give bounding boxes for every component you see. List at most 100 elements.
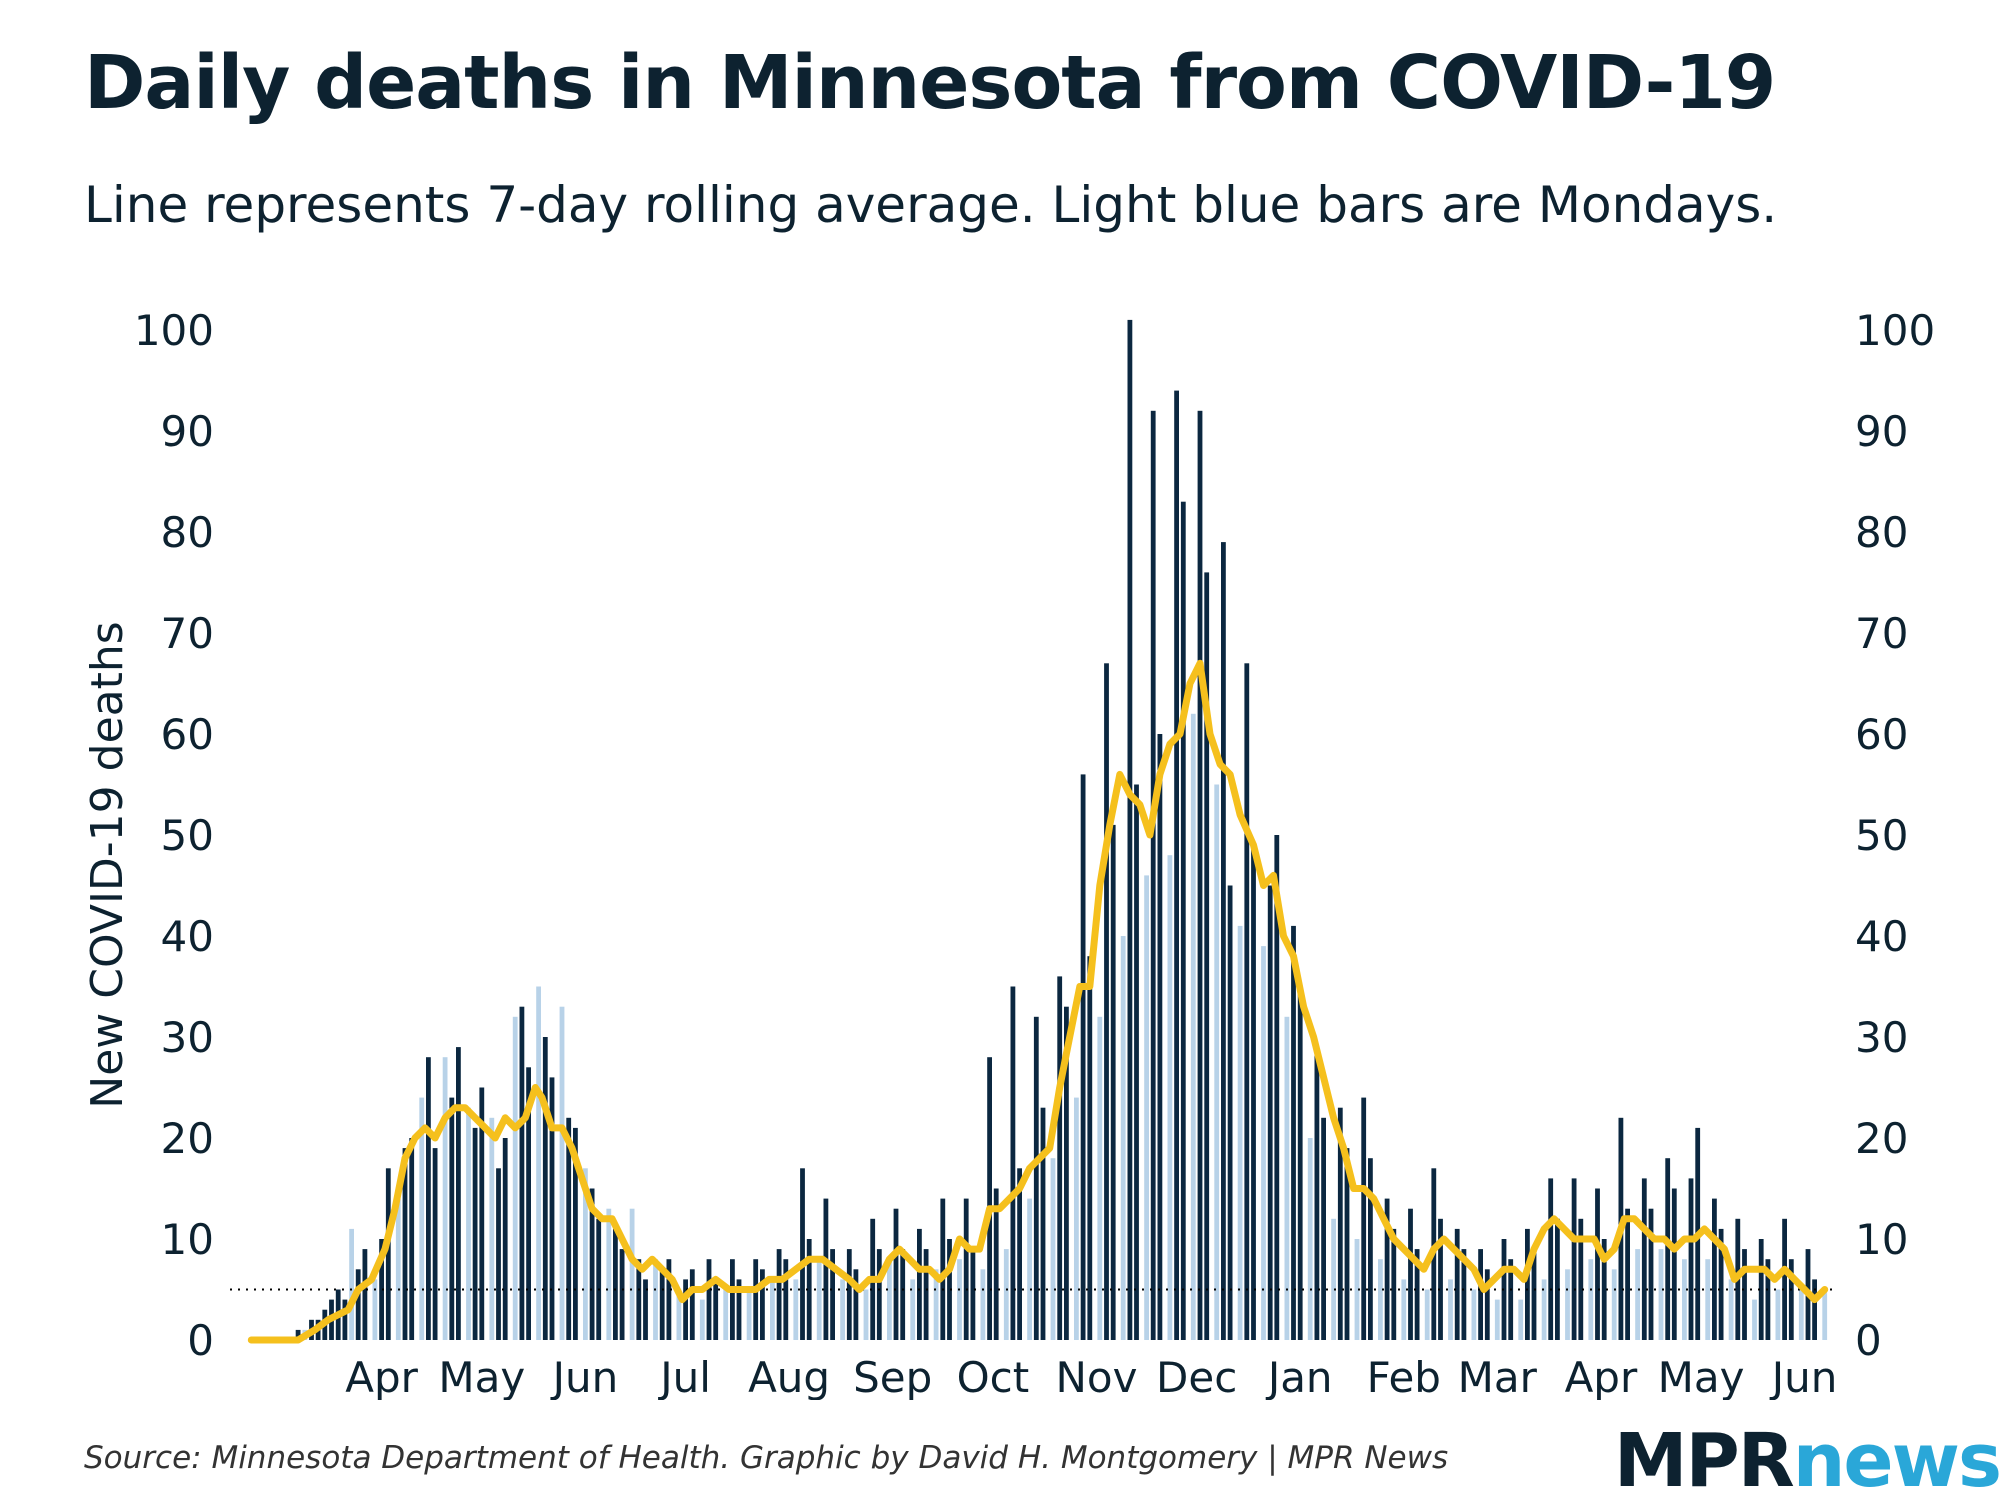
bar-94	[1017, 1168, 1022, 1340]
bar-73	[853, 1269, 859, 1340]
y-tick-left-30: 30	[161, 1013, 214, 1062]
bar-76	[876, 1249, 882, 1340]
bar-165	[1571, 1178, 1577, 1340]
bar-197	[1822, 1289, 1828, 1340]
bar-95	[1027, 1198, 1032, 1340]
bar-121	[1227, 885, 1233, 1340]
bar-58	[736, 1279, 742, 1340]
y-tick-right-10: 10	[1855, 1215, 1908, 1264]
chart-title: Daily deaths in Minnesota from COVID-19	[84, 40, 1776, 126]
bar-60	[753, 1259, 759, 1340]
bar-48	[659, 1269, 665, 1340]
y-tick-left-90: 90	[161, 407, 214, 456]
bar-26	[489, 1117, 495, 1340]
bar-54	[706, 1259, 712, 1340]
bar-133	[1321, 1117, 1326, 1340]
bar-34	[549, 1077, 555, 1340]
bar-159	[1525, 1228, 1530, 1340]
bar-22	[456, 1047, 461, 1340]
bar-71	[840, 1279, 845, 1340]
y-tick-right-70: 70	[1855, 609, 1908, 658]
bar-100	[1064, 1006, 1069, 1340]
y-tick-right-20: 20	[1855, 1114, 1908, 1163]
bar-56	[723, 1289, 729, 1340]
bar-135	[1337, 1107, 1343, 1340]
bar-192	[1782, 1218, 1787, 1340]
bar-80	[910, 1279, 916, 1340]
bar-108	[1127, 319, 1133, 1340]
bar-46	[643, 1279, 648, 1340]
bar-43	[619, 1249, 625, 1340]
bar-67	[806, 1239, 812, 1340]
bar-180	[1688, 1178, 1694, 1340]
bar-83	[933, 1269, 939, 1340]
y-axis-left: 0 10 20 30 40 50 60 70 80 90 100	[134, 306, 214, 1365]
bar-148	[1438, 1218, 1443, 1340]
bar-53	[699, 1299, 705, 1340]
bar-19	[432, 1148, 438, 1340]
bar-174	[1641, 1178, 1647, 1340]
bar-190	[1765, 1259, 1771, 1340]
y-tick-left-20: 20	[161, 1114, 214, 1163]
bar-90	[987, 1057, 992, 1340]
bar-91	[993, 1188, 999, 1340]
bar-24	[472, 1127, 478, 1340]
bar-12	[379, 1239, 384, 1340]
x-tick-6: Oct	[957, 1353, 1030, 1400]
x-axis: Apr May Jun Jul Aug Sep Oct Nov Dec Jan Feb Mar Apr M…	[345, 1353, 1837, 1400]
bar-9	[355, 1269, 361, 1340]
y-tick-left-10: 10	[161, 1215, 214, 1264]
bar-118	[1204, 572, 1210, 1340]
bar-154	[1484, 1269, 1490, 1340]
bar-120	[1221, 542, 1226, 1340]
bar-139	[1368, 1158, 1373, 1340]
bar-25	[479, 1087, 485, 1340]
bar-52	[689, 1269, 695, 1340]
y-tick-right-40: 40	[1855, 912, 1908, 961]
chart-subtitle: Line represents 7-day rolling average. L…	[84, 176, 1778, 234]
bar-41	[606, 1208, 612, 1340]
y-axis-label: New COVID-19 deaths	[82, 621, 133, 1108]
rolling-average-line	[247, 659, 1829, 1344]
source-note: Source: Minnesota Department of Health. …	[84, 1440, 1449, 1476]
x-tick-7: Nov	[1056, 1353, 1138, 1400]
bar-96	[1033, 1016, 1039, 1340]
x-tick-12: Apr	[1565, 1353, 1638, 1400]
bar-42	[613, 1228, 618, 1340]
bar-50	[676, 1289, 682, 1340]
bar-113	[1167, 855, 1173, 1340]
bar-143	[1401, 1279, 1407, 1340]
bar-123	[1244, 663, 1250, 1340]
bar-176	[1658, 1249, 1664, 1340]
bar-167	[1588, 1259, 1594, 1340]
bar-89	[980, 1269, 986, 1340]
bar-169	[1601, 1239, 1607, 1340]
bar-129	[1291, 925, 1296, 1340]
bar-93	[1010, 986, 1016, 1340]
bars-group	[295, 319, 1828, 1341]
bar-152	[1471, 1289, 1477, 1340]
bar-124	[1251, 845, 1256, 1340]
bar-138	[1361, 1097, 1367, 1340]
bar-10	[362, 1249, 368, 1340]
bar-15	[402, 1148, 408, 1340]
bar-175	[1648, 1208, 1654, 1340]
bar-8	[349, 1228, 354, 1340]
bar-74	[863, 1289, 869, 1340]
bar-131	[1307, 1138, 1313, 1340]
bar-65	[793, 1279, 799, 1340]
y-tick-left-60: 60	[161, 710, 214, 759]
bar-125	[1261, 946, 1266, 1340]
bar-111	[1150, 410, 1156, 1340]
bar-187	[1742, 1249, 1747, 1340]
bar-68	[816, 1259, 822, 1340]
bar-132	[1314, 1047, 1320, 1340]
x-tick-11: Mar	[1458, 1353, 1538, 1400]
bar-179	[1682, 1259, 1687, 1340]
bar-194	[1798, 1289, 1804, 1340]
bar-172	[1625, 1208, 1630, 1340]
bar-189	[1758, 1239, 1764, 1340]
bar-157	[1508, 1259, 1514, 1340]
bar-193	[1788, 1259, 1794, 1340]
bar-151	[1461, 1249, 1467, 1340]
